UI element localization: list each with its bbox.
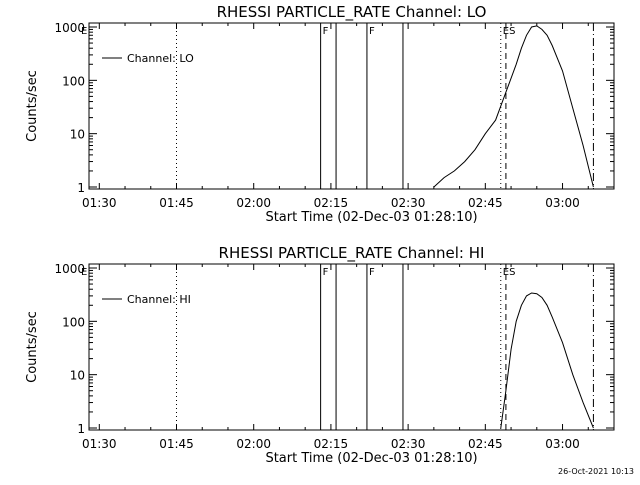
y-tick-label: 1000 <box>54 21 85 35</box>
edge-mark: E <box>81 267 87 278</box>
y-axis: 1 10 100 1000 <box>54 21 614 195</box>
x-tick-label: 02:00 <box>236 196 271 210</box>
x-tick-label: 02:30 <box>391 437 426 451</box>
x-tick-label: 02:15 <box>314 437 349 451</box>
y-tick-label: 10 <box>70 128 85 142</box>
x-tick-label: 03:00 <box>545 437 580 451</box>
x-tick-label: 02:45 <box>468 437 503 451</box>
footer-timestamp: 26-Oct-2021 10:13 <box>558 467 634 476</box>
flag-label: ES <box>503 267 516 278</box>
y-axis-label: Counts/sec <box>25 70 40 142</box>
x-tick-label: 01:30 <box>82 437 117 451</box>
y-tick-label: 100 <box>62 74 85 88</box>
flag-label: F <box>323 267 329 278</box>
x-tick-label: 03:00 <box>545 196 580 210</box>
x-tick-label: 02:30 <box>391 196 426 210</box>
y-tick-label: 10 <box>70 369 85 383</box>
x-axis-label: Start Time (02-Dec-03 01:28:10) <box>265 210 477 225</box>
y-tick-label: 1 <box>77 422 85 436</box>
plot-frame <box>88 22 615 190</box>
chart-title: RHESSI PARTICLE_RATE Channel: HI <box>219 244 485 263</box>
flag-label: ES <box>503 26 516 37</box>
edge-mark: E <box>81 26 87 37</box>
plot-frame <box>88 263 615 431</box>
flag-label: F <box>369 267 375 278</box>
x-tick-label: 01:30 <box>82 196 117 210</box>
flag-label: F <box>323 26 329 37</box>
chart-panel-2: RHESSI PARTICLE_RATE Channel: HI 01:30 01:… <box>25 244 615 466</box>
legend-label: Channel: LO <box>127 52 194 65</box>
y-axis: 1 10 100 1000 <box>54 262 614 436</box>
y-tick-label: 1 <box>77 181 85 195</box>
x-tick-label: 01:45 <box>159 196 194 210</box>
series-line <box>500 292 594 429</box>
chart-title: RHESSI PARTICLE_RATE Channel: LO <box>217 3 487 22</box>
y-tick-label: 1000 <box>54 262 85 276</box>
x-axis-label: Start Time (02-Dec-03 01:28:10) <box>265 451 477 466</box>
y-tick-label: 100 <box>62 315 85 329</box>
x-tick-label: 02:15 <box>314 196 349 210</box>
x-tick-label: 02:45 <box>468 196 503 210</box>
flag-label: F <box>369 26 375 37</box>
x-axis: 01:30 01:45 02:00 02:15 02:30 02:45 03:00 <box>82 23 615 210</box>
x-tick-label: 01:45 <box>159 437 194 451</box>
y-axis-label: Counts/sec <box>25 311 40 383</box>
x-tick-label: 02:00 <box>236 437 271 451</box>
legend-label: Channel: HI <box>127 293 191 306</box>
series-line <box>433 25 594 188</box>
